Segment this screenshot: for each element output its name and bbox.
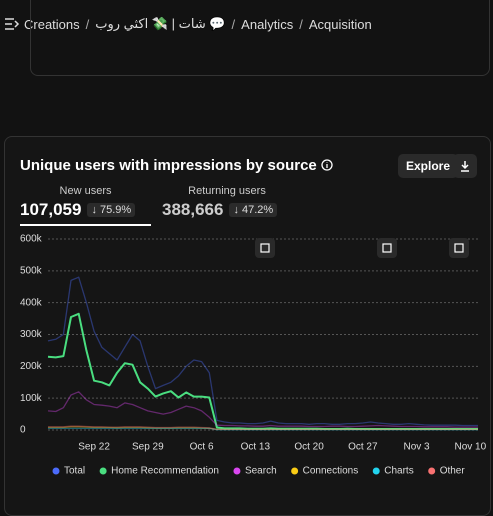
tab-label: Returning users	[188, 185, 266, 197]
series-line	[48, 426, 478, 431]
breadcrumb-bar: Creations / شات | 💸 اكثي روب 💬 / Analytics…	[0, 0, 493, 48]
tab[interactable]: New users 107,059 ↓ 75.9%	[20, 185, 151, 226]
x-tick-label: Sep 22	[78, 442, 110, 453]
crumb: Acquisition	[308, 16, 372, 32]
x-tick-label: Oct 13	[241, 442, 271, 453]
legend-label[interactable]: Home Recommendation	[111, 466, 219, 477]
card-title: Unique users with impressions by source	[20, 157, 333, 174]
card	[30, 0, 490, 76]
y-tick-label: 600k	[20, 234, 43, 245]
x-tick-label: Oct 6	[190, 442, 214, 453]
x-tick-label: Nov 10	[454, 442, 486, 453]
crumb[interactable]: Creations	[24, 16, 80, 32]
legend-label[interactable]: Other	[440, 466, 466, 477]
icon-bg	[255, 238, 275, 258]
icon-bg	[449, 238, 469, 258]
icon	[260, 243, 270, 253]
series-line	[47, 276, 478, 427]
series-line	[47, 391, 478, 428]
annotation-icon	[449, 238, 469, 258]
icon	[454, 243, 464, 253]
y-tick-label: 100k	[20, 393, 43, 404]
download-button[interactable]	[453, 154, 477, 178]
x-tick-label: Nov 3	[404, 442, 431, 453]
legend-marker	[428, 467, 436, 475]
chart: 0 100k 200k 300k 400k 500k 600k Sep 22 Sep 29 Oct…	[20, 234, 487, 477]
icon	[382, 243, 392, 253]
tab-change: 75.9%	[100, 204, 132, 216]
x-tick-label: Sep 29	[132, 442, 164, 453]
explore-button[interactable]: Explore	[398, 154, 459, 178]
icon-bg	[377, 238, 397, 258]
card: Unique users with impressions by source …	[4, 136, 491, 516]
y-tick-label: 200k	[20, 361, 43, 372]
x-tick-label: Oct 27	[348, 442, 378, 453]
annotation-icon	[255, 238, 275, 258]
title-text: Unique users with impressions by source	[20, 157, 317, 174]
series-line	[48, 425, 478, 431]
legend-label[interactable]: Connections	[303, 466, 359, 477]
crumb[interactable]: Analytics	[241, 16, 294, 32]
crumb[interactable]: شات | 💸 اكثي روب 💬	[95, 16, 226, 31]
series-line	[48, 427, 478, 431]
y-tick-label: 0	[20, 425, 26, 436]
annotation-icon	[377, 238, 397, 258]
tab-value: 107,059	[20, 200, 82, 219]
legend-label[interactable]: Search	[245, 466, 277, 477]
legend-marker	[372, 467, 380, 475]
legend-marker	[99, 467, 107, 475]
tab-change: 47.2%	[242, 204, 274, 216]
tab-value: 388,666	[162, 200, 224, 219]
legend-label[interactable]: Charts	[384, 466, 413, 477]
tab-label: New users	[59, 185, 112, 197]
menu-icon[interactable]	[4, 17, 20, 31]
tab[interactable]: Returning users 388,666 ↓ 47.2%	[162, 185, 292, 220]
y-tick-label: 500k	[20, 265, 43, 276]
y-tick-label: 400k	[20, 297, 43, 308]
legend-marker	[291, 467, 299, 475]
legend-marker	[52, 467, 60, 475]
series-line	[47, 312, 478, 430]
legend-label[interactable]: Total	[64, 466, 85, 477]
legend-marker	[233, 467, 241, 475]
y-tick-label: 300k	[20, 329, 43, 340]
x-tick-label: Oct 20	[294, 442, 324, 453]
